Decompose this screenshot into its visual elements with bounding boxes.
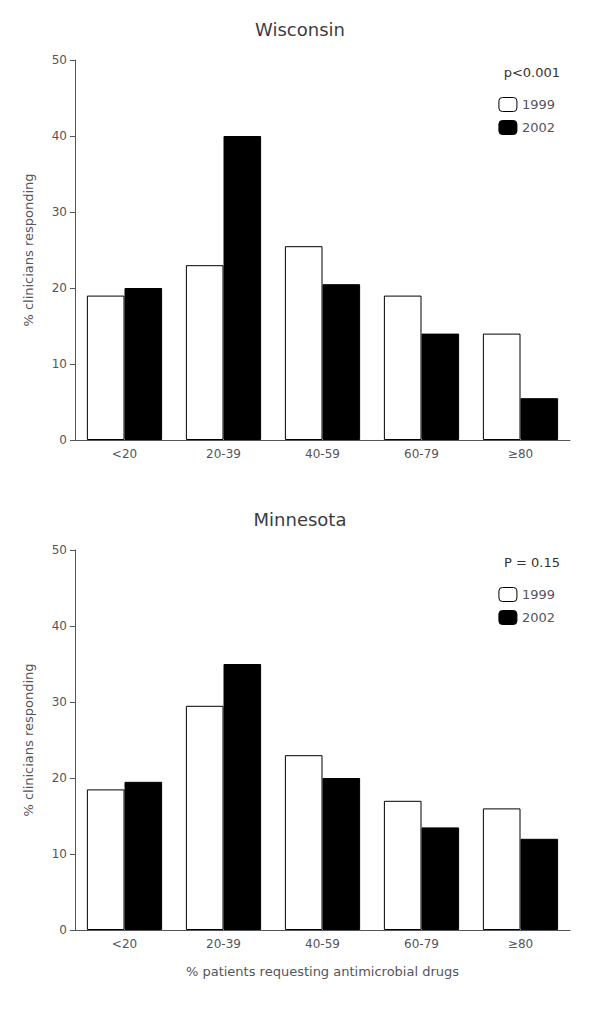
svg-text:Wisconsin: Wisconsin [255,19,345,40]
svg-text:0: 0 [59,923,67,937]
svg-text:<20: <20 [112,447,137,461]
svg-text:Minnesota: Minnesota [254,509,347,530]
svg-text:≥80: ≥80 [508,937,533,951]
svg-text:30: 30 [52,695,67,709]
svg-text:0: 0 [59,433,67,447]
svg-text:30: 30 [52,205,67,219]
svg-text:1999: 1999 [522,97,555,112]
svg-text:P = 0.15: P = 0.15 [504,555,560,570]
svg-text:% clinicians responding: % clinicians responding [21,663,36,816]
svg-text:10: 10 [52,357,67,371]
svg-text:20-39: 20-39 [206,937,241,951]
svg-text:50: 50 [52,543,67,557]
svg-text:60-79: 60-79 [404,937,439,951]
svg-text:20: 20 [52,771,67,785]
svg-text:20: 20 [52,281,67,295]
svg-text:% patients requesting antimicr: % patients requesting antimicrobial drug… [186,964,459,979]
svg-text:60-79: 60-79 [404,447,439,461]
svg-text:1999: 1999 [522,587,555,602]
svg-text:% clinicians responding: % clinicians responding [21,173,36,326]
svg-text:2002: 2002 [522,120,555,135]
svg-text:40-59: 40-59 [305,447,340,461]
svg-text:≥80: ≥80 [508,447,533,461]
svg-text:20-39: 20-39 [206,447,241,461]
svg-text:40-59: 40-59 [305,937,340,951]
svg-text:50: 50 [52,53,67,67]
svg-text:2002: 2002 [522,610,555,625]
svg-text:10: 10 [52,847,67,861]
svg-text:40: 40 [52,129,67,143]
svg-text:40: 40 [52,619,67,633]
svg-text:p<0.001: p<0.001 [504,65,560,80]
svg-text:<20: <20 [112,937,137,951]
